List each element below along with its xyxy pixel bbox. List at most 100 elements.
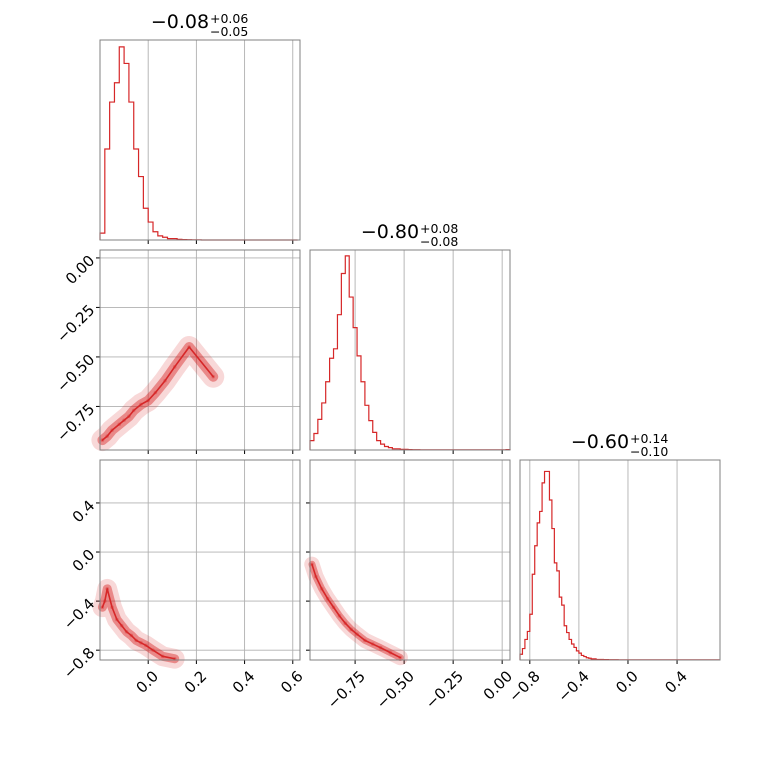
scatter-2-1-point: [388, 650, 393, 655]
scatter-1-0-frame: [99, 249, 301, 451]
hist-2-bar: [554, 563, 556, 660]
hist-2-bar: [581, 655, 583, 660]
hist-0-bar: [114, 83, 119, 240]
scatter-2-0-xtick-label: 0.4: [229, 667, 259, 697]
hist-1-frame: [309, 249, 511, 451]
hist-2-title-minus: −0.10: [630, 444, 668, 459]
hist-2-bar: [557, 571, 559, 660]
scatter-1-0-point: [146, 398, 150, 403]
scatter-2-1-point: [337, 614, 342, 618]
scatter-1-0-point: [105, 434, 110, 438]
hist-2-bar: [532, 574, 534, 660]
hist-1-bar: [377, 441, 381, 450]
hist-0-bar: [153, 232, 158, 240]
scatter-2-0-point: [160, 654, 165, 659]
scatter-1-0-ytick-label: −0.50: [53, 351, 98, 396]
hist-0-bar: [158, 236, 163, 240]
hist-2-bar: [576, 651, 578, 660]
scatter-2-0-density-core: [101, 588, 176, 660]
hist-1-bar: [357, 356, 361, 450]
scatter-1-0-point: [110, 428, 114, 432]
hist-0-bar: [143, 208, 148, 240]
hist-1-bar: [381, 444, 385, 450]
scatter-1-0-ytick-label: 0.00: [62, 252, 98, 288]
scatter-2-1-point: [325, 596, 330, 601]
scatter-1-0-point: [153, 390, 158, 395]
hist-2-title-plus: +0.14: [630, 431, 668, 446]
hist-2-bar: [542, 483, 544, 660]
hist-2-bar: [527, 631, 529, 660]
hist-2-bar: [545, 471, 547, 660]
scatter-2-0-point: [124, 629, 129, 634]
scatter-2-1-point: [319, 587, 324, 591]
hist-1-bar: [326, 382, 330, 450]
hist-0-bar: [110, 102, 115, 240]
hist-2-bar: [584, 657, 586, 660]
scatter-2-1-xtick-label: −0.50: [373, 667, 418, 712]
scatter-2-1-point: [398, 655, 402, 660]
scatter-2-0-point: [105, 587, 110, 591]
scatter-1-0-density-core: [101, 346, 215, 441]
hist-2-bar: [574, 647, 576, 660]
scatter-2-1-xtick-label: −0.75: [324, 667, 369, 712]
hist-2-bar: [540, 511, 542, 660]
hist-2-title-median: −0.60: [571, 431, 629, 453]
scatter-2-0-point: [129, 633, 134, 638]
hist-2-xtick-label: 0.0: [612, 667, 642, 697]
hist-2-bar: [522, 649, 524, 660]
scatter-2-1-point: [378, 645, 383, 650]
hist-1-bar: [361, 382, 365, 450]
hist-0-bar: [105, 149, 110, 240]
scatter-2-0-ytick-label: 0.0: [69, 546, 99, 576]
scatter-1-0-ytick-label: −0.25: [53, 301, 98, 346]
hist-0-bar: [124, 63, 129, 240]
hist-1-bar: [385, 446, 389, 450]
hist-2-bar: [535, 546, 537, 660]
scatter-1-0-point: [139, 402, 143, 407]
hist-1-bar: [349, 297, 353, 450]
hist-2-bar: [569, 639, 571, 660]
hist-2-bar: [572, 644, 574, 660]
scatter-2-0-point: [139, 641, 143, 645]
hist-2-bar: [549, 500, 551, 660]
scatter-1-0-point: [163, 378, 167, 383]
hist-0-bar: [119, 47, 124, 240]
hist-1-bar: [310, 441, 314, 450]
hist-1-bar: [318, 419, 322, 450]
hist-1-bar: [341, 274, 345, 450]
hist-2-frame: [519, 459, 721, 661]
hist-2-bar: [537, 523, 539, 660]
hist-2-bar: [547, 471, 549, 660]
scatter-1-0-point: [117, 422, 122, 427]
scatter-1-0-point: [127, 414, 131, 419]
scatter-2-1-point: [349, 627, 353, 632]
hist-1-title-plus: +0.08: [420, 221, 458, 236]
hist-2-bar: [562, 605, 564, 660]
scatter-2-0-point: [100, 605, 105, 610]
scatter-1-0-point: [100, 438, 105, 442]
hist-1-title-minus: −0.08: [420, 234, 458, 249]
scatter-2-0-ytick-label: −0.8: [60, 644, 98, 682]
hist-1-bar: [334, 349, 338, 450]
hist-1-bar: [373, 432, 377, 450]
scatter-2-0-frame: [99, 459, 301, 661]
hist-0-bar: [100, 233, 105, 240]
scatter-1-0-point: [122, 418, 126, 423]
scatter-2-0-point: [103, 599, 107, 603]
scatter-2-1-point: [355, 632, 359, 637]
scatter-2-0-ytick-label: −0.4: [60, 595, 98, 633]
hist-2-xtick-label: −0.8: [505, 667, 543, 705]
hist-2-bar: [530, 614, 532, 660]
hist-1-title-median: −0.80: [361, 221, 419, 243]
hist-1-bar: [337, 315, 341, 450]
hist-2-bar: [559, 597, 561, 660]
hist-0-title-minus: −0.05: [210, 24, 248, 39]
hist-0-title-median: −0.08: [151, 11, 209, 33]
hist-2-title: −0.60 +0.14−0.10: [571, 431, 668, 459]
hist-0-bar: [134, 149, 139, 240]
scatter-2-1-point: [370, 642, 375, 646]
scatter-1-0-point: [211, 374, 216, 379]
scatter-2-0-xtick-label: 0.6: [277, 667, 307, 697]
scatter-2-0-point: [110, 605, 114, 610]
